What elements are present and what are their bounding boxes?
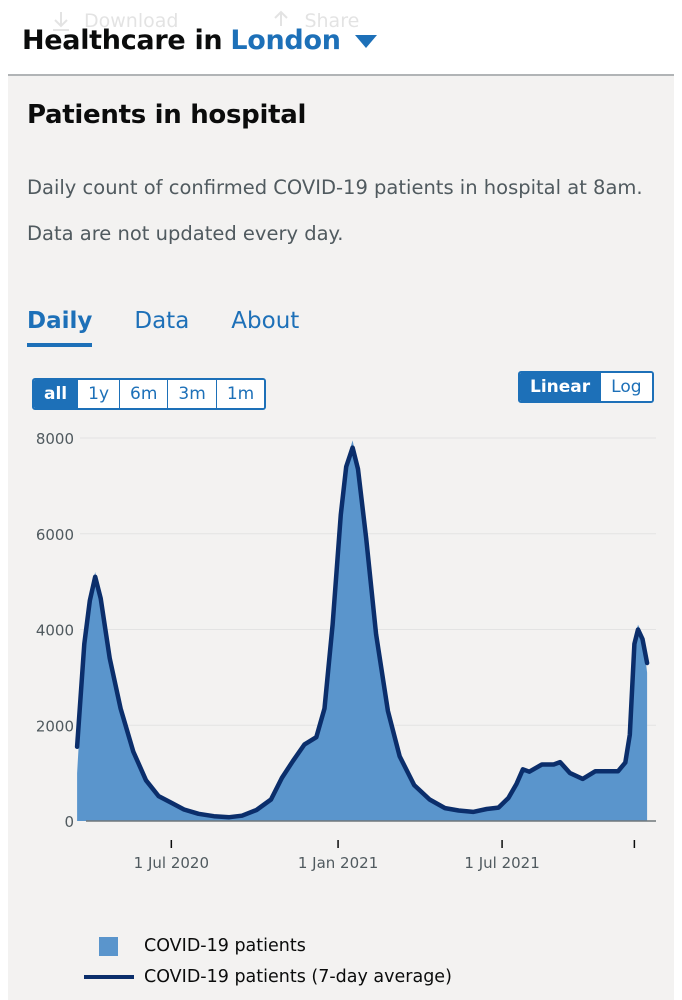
- legend-item-patients: COVID-19 patients: [84, 936, 306, 956]
- header-prefix: Healthcare in: [22, 24, 223, 56]
- caret-down-icon: [354, 35, 377, 48]
- x-tick-label: 1 Jan 2021: [298, 854, 378, 872]
- card-description: Daily count of confirmed COVID-19 patien…: [27, 176, 643, 199]
- time-range-selector: all 1y 6m 3m 1m: [32, 378, 267, 410]
- x-tick-label: 1 Jul 2020: [134, 854, 209, 872]
- area-selector[interactable]: London: [230, 24, 377, 56]
- range-1m-button[interactable]: 1m: [216, 380, 265, 408]
- range-all-button[interactable]: all: [34, 380, 79, 408]
- card-description-note: Data are not updated every day.: [27, 222, 344, 245]
- x-tick-label: 1 Jul 2021: [464, 854, 539, 872]
- legend-label-average: COVID-19 patients (7-day average): [144, 967, 452, 987]
- y-tick-label: 0: [64, 813, 74, 831]
- scale-linear-button[interactable]: Linear: [520, 373, 602, 401]
- patients-chart: 0 2000 4000 6000 8000 1 Jul 2020 1 Jan 2021 1 J…: [36, 430, 656, 872]
- legend-item-average: COVID-19 patients (7-day average): [84, 967, 452, 987]
- range-6m-button[interactable]: 6m: [120, 380, 169, 408]
- y-tick-label: 2000: [36, 717, 74, 735]
- download-action[interactable]: Download: [50, 10, 178, 32]
- range-1y-button[interactable]: 1y: [78, 380, 121, 408]
- page-header: Healthcare in London: [22, 20, 377, 60]
- tab-daily[interactable]: Daily: [27, 308, 93, 347]
- average-line: [74, 445, 650, 820]
- legend-label-patients: COVID-19 patients: [144, 936, 306, 956]
- share-label: Share: [304, 10, 360, 32]
- download-icon: [53, 12, 69, 31]
- chart-tabs: Daily Data About: [27, 308, 299, 347]
- range-3m-button[interactable]: 3m: [168, 380, 217, 408]
- scale-selector: Linear Log: [518, 371, 654, 403]
- top-actions-bar: Download Share: [50, 6, 359, 36]
- tab-data[interactable]: Data: [134, 308, 190, 334]
- legend-swatch-average: [84, 975, 134, 979]
- share-icon: [274, 10, 289, 26]
- legend-swatch-patients: [99, 936, 118, 956]
- y-tick-label: 6000: [36, 526, 74, 544]
- scale-log-button[interactable]: Log: [601, 373, 652, 401]
- area-name: London: [230, 24, 341, 56]
- share-action[interactable]: Share: [270, 10, 359, 32]
- patients-area: [77, 440, 648, 821]
- download-label: Download: [84, 10, 179, 32]
- header-divider: [8, 74, 674, 76]
- y-tick-label: 4000: [36, 622, 74, 640]
- tab-about[interactable]: About: [231, 308, 300, 334]
- y-tick-label: 8000: [36, 430, 74, 448]
- card-title: Patients in hospital: [27, 100, 307, 130]
